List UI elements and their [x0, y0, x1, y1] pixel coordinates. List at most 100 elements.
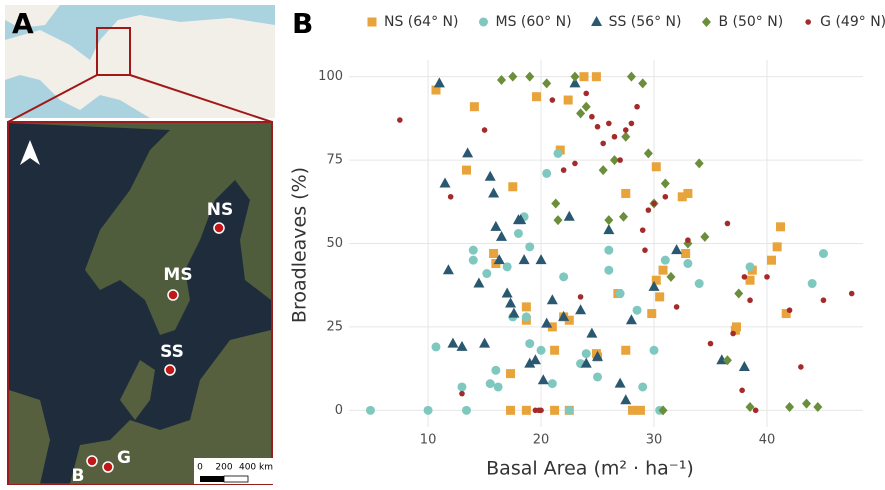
point	[456, 340, 468, 351]
point	[550, 405, 560, 415]
y-tick-label: 50	[326, 236, 343, 251]
point	[529, 354, 541, 365]
legend-label: B (50° N)	[718, 14, 783, 30]
point	[642, 247, 648, 253]
legend-label: G (49° N)	[820, 14, 885, 30]
point	[447, 193, 454, 200]
site-marker	[213, 222, 225, 234]
point	[501, 287, 513, 298]
point	[611, 133, 618, 140]
legend-label: NS (64° N)	[384, 14, 458, 30]
point	[564, 405, 574, 415]
point	[643, 148, 653, 159]
point	[515, 214, 527, 225]
point	[818, 249, 828, 259]
point	[802, 398, 812, 409]
point	[525, 242, 535, 252]
point	[433, 77, 445, 88]
point	[577, 294, 584, 300]
y-tick-label: 25	[326, 319, 343, 334]
point	[745, 275, 755, 285]
point	[502, 262, 512, 272]
point	[651, 162, 661, 172]
point	[447, 337, 459, 348]
point	[739, 387, 745, 394]
point	[431, 342, 441, 352]
point	[677, 192, 687, 202]
point	[621, 188, 631, 198]
point	[484, 170, 496, 181]
panel-label: A	[12, 7, 34, 40]
point	[542, 78, 552, 89]
point	[741, 274, 748, 280]
point	[617, 157, 623, 163]
point	[683, 259, 693, 269]
point	[506, 405, 516, 415]
point	[622, 127, 629, 133]
connector	[129, 74, 273, 123]
point	[459, 390, 465, 397]
point	[536, 345, 546, 355]
point	[493, 382, 503, 392]
north-arrow	[20, 140, 40, 165]
point	[518, 254, 530, 265]
point	[738, 360, 750, 371]
point	[546, 294, 558, 305]
point	[553, 215, 563, 226]
point	[683, 188, 693, 198]
point	[694, 279, 704, 289]
legend-marker	[701, 17, 711, 27]
legend-marker	[591, 16, 603, 26]
point	[586, 327, 598, 338]
point	[766, 255, 776, 265]
point	[547, 322, 557, 332]
y-tick-label: 75	[326, 153, 343, 168]
point	[658, 405, 668, 416]
point	[798, 364, 804, 370]
point	[468, 245, 478, 255]
point	[537, 374, 549, 385]
inset-box	[96, 27, 131, 76]
point	[813, 401, 823, 412]
point	[658, 265, 668, 275]
point	[786, 307, 793, 314]
site-label: B	[72, 466, 85, 486]
point	[564, 315, 574, 325]
point	[745, 401, 755, 412]
point	[681, 249, 691, 259]
point	[685, 237, 691, 243]
point	[820, 297, 827, 304]
point	[671, 244, 683, 255]
point	[508, 71, 518, 82]
point	[614, 377, 626, 388]
point	[649, 345, 659, 355]
scale-bar	[223, 475, 249, 483]
point	[589, 113, 595, 120]
point	[764, 274, 770, 280]
point	[594, 123, 601, 130]
point	[496, 230, 508, 241]
point	[521, 312, 531, 322]
point	[524, 357, 536, 368]
x-tick-label: 40	[759, 433, 776, 448]
point	[485, 379, 495, 389]
point	[461, 405, 471, 415]
point	[535, 254, 547, 265]
legend-marker	[367, 17, 377, 27]
point	[563, 210, 575, 221]
legend-marker	[805, 19, 811, 25]
y-axis-title: Broadleaves (%)	[289, 167, 311, 323]
point	[488, 187, 500, 198]
point	[542, 168, 552, 178]
point	[628, 120, 635, 127]
land	[70, 330, 271, 484]
point	[559, 272, 569, 282]
scale-label: 400 km	[239, 463, 273, 473]
point	[491, 365, 501, 375]
x-tick-label: 20	[533, 433, 550, 448]
legend-label: SS (56° N)	[609, 14, 682, 30]
point	[628, 405, 638, 415]
point	[553, 148, 563, 158]
site-label: G	[117, 448, 131, 468]
point	[619, 211, 629, 222]
